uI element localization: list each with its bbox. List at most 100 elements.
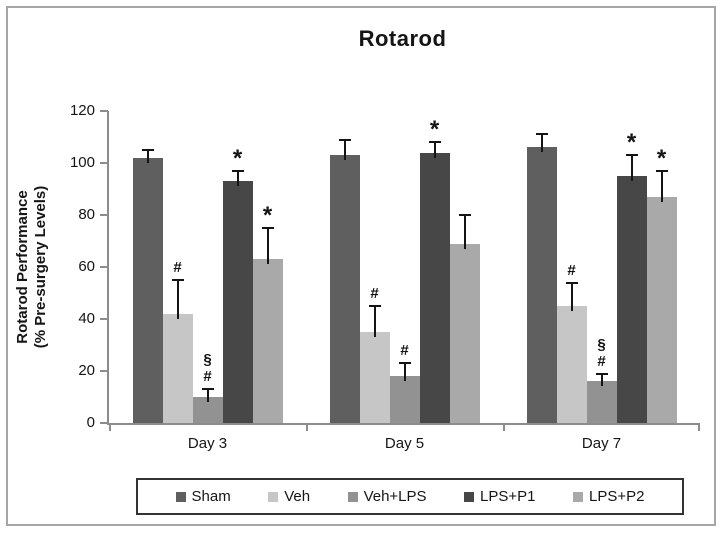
significance-annotation: * — [646, 146, 678, 170]
error-bar-stem — [146, 150, 149, 163]
bar-Sham-Day 5 — [329, 155, 360, 423]
significance-annotation: * — [616, 129, 648, 157]
significance-annotation: * — [419, 118, 451, 142]
bar-LPS+P2-Day 3 — [252, 259, 283, 423]
y-axis-tick-label: 100 — [69, 154, 95, 171]
x-axis-tick — [306, 423, 308, 431]
bar-LPS+P2-Day 5 — [449, 243, 480, 423]
y-axis-tick-label: 80 — [78, 206, 95, 223]
bar-LPS+P1-Day 5 — [419, 152, 450, 423]
error-bar-stem — [540, 134, 543, 153]
plot-area: 0 20 40 60 80 100 120 Day 3 Day 5 Day 7 # # # § # # § # * *… — [70, 102, 700, 452]
y-axis-tick-label: 60 — [78, 258, 95, 275]
y-axis-tick-label: 120 — [69, 102, 95, 119]
legend-item-Veh: Veh — [268, 488, 310, 505]
legend-item-Sham: Sham — [175, 488, 231, 505]
legend-item-Veh+LPS: Veh+LPS — [347, 488, 427, 505]
error-bar-stem — [373, 306, 376, 337]
significance-annotation: # — [359, 285, 391, 302]
error-bar-cap — [141, 149, 154, 151]
hash-symbol: # — [203, 368, 212, 386]
y-axis-tick — [100, 370, 108, 372]
legend-swatch-LPS+P2 — [573, 491, 584, 502]
hash-symbol: # — [173, 259, 182, 276]
y-axis-tick-label: 40 — [78, 310, 95, 327]
error-bar-cap — [261, 227, 274, 229]
y-axis-tick — [100, 162, 108, 164]
error-bar-stem — [176, 280, 179, 319]
section-symbol: § — [597, 335, 606, 353]
significance-annotation: # — [162, 259, 194, 276]
error-bar-stem — [403, 363, 406, 382]
error-bar-cap — [595, 372, 608, 375]
x-axis-tick — [503, 423, 505, 431]
y-axis-tick — [100, 110, 108, 112]
legend-item-LPS+P1: LPS+P1 — [464, 488, 536, 505]
hash-symbol: # — [400, 342, 409, 360]
error-bar-cap — [428, 141, 441, 144]
y-axis-tick — [100, 266, 108, 268]
bar-Veh+LPS-Day 7 — [586, 381, 617, 423]
legend-label-LPS+P2: LPS+P2 — [589, 488, 645, 505]
x-axis-category-label: Day 5 — [384, 435, 425, 452]
legend-label-LPS+P1: LPS+P1 — [480, 488, 536, 505]
hash-symbol: # — [597, 352, 606, 370]
significance-annotation: § # — [586, 336, 618, 370]
legend-swatch-Veh+LPS — [347, 491, 358, 502]
error-bar-cap — [201, 388, 214, 391]
error-bar-stem — [236, 170, 239, 187]
legend-swatch-LPS+P1 — [464, 491, 475, 502]
bar-LPS+P2-Day 7 — [646, 196, 677, 423]
error-bar-cap — [655, 169, 668, 172]
bar-Veh+LPS-Day 5 — [389, 376, 420, 423]
error-bar-stem — [433, 142, 436, 158]
error-bar-stem — [660, 170, 663, 202]
hash-symbol: # — [567, 261, 576, 279]
x-axis-tick — [698, 423, 700, 431]
error-bar-stem — [266, 228, 269, 265]
legend-label-Veh+LPS: Veh+LPS — [363, 488, 427, 505]
error-bar-stem — [463, 215, 466, 249]
significance-annotation: # — [389, 342, 421, 359]
legend-label-Sham: Sham — [191, 488, 231, 505]
error-bar-stem — [630, 155, 633, 181]
figure-border — [6, 6, 716, 526]
error-bar-cap — [565, 281, 578, 284]
bar-Veh-Day 7 — [556, 306, 587, 423]
error-bar-cap — [625, 154, 638, 157]
error-bar-cap — [458, 214, 471, 216]
legend-swatch-Veh — [268, 491, 279, 502]
x-axis-tick — [109, 423, 111, 431]
legend-label-Veh: Veh — [284, 488, 311, 505]
hash-symbol: # — [370, 285, 379, 302]
bar-LPS+P1-Day 7 — [616, 176, 647, 423]
y-axis-tick — [100, 318, 108, 320]
error-bar-stem — [206, 389, 209, 402]
y-axis-tick — [100, 422, 108, 424]
bar-Veh-Day 3 — [162, 313, 193, 423]
y-axis-tick-label: 20 — [78, 362, 95, 379]
bar-LPS+P1-Day 3 — [222, 181, 253, 423]
asterisk-symbol: * — [262, 202, 273, 229]
chart-title: Rotarod — [358, 26, 447, 51]
error-bar-stem — [343, 139, 346, 161]
asterisk-symbol: * — [626, 129, 637, 157]
error-bar-cap — [231, 169, 244, 172]
section-symbol: § — [203, 351, 212, 369]
error-bar-stem — [600, 373, 603, 387]
y-axis-tick-label: 0 — [86, 414, 95, 431]
y-axis-title-line1: Rotarod Performance — [14, 190, 31, 344]
bar-Sham-Day 7 — [526, 147, 557, 423]
legend-swatch-Sham — [175, 491, 186, 502]
x-axis-category-label: Day 3 — [187, 435, 228, 452]
legend-item-LPS+P2: LPS+P2 — [573, 488, 644, 505]
error-bar-cap — [398, 362, 411, 365]
error-bar-stem — [570, 282, 573, 311]
error-bar-cap — [368, 305, 381, 307]
asterisk-symbol: * — [232, 144, 243, 172]
y-axis-title: Rotarod Performance (% Pre-surgery Level… — [14, 111, 50, 423]
bar-Veh-Day 5 — [359, 332, 390, 423]
significance-annotation: # — [556, 262, 588, 279]
y-axis-tick — [100, 214, 108, 216]
bar-Sham-Day 3 — [132, 157, 163, 423]
